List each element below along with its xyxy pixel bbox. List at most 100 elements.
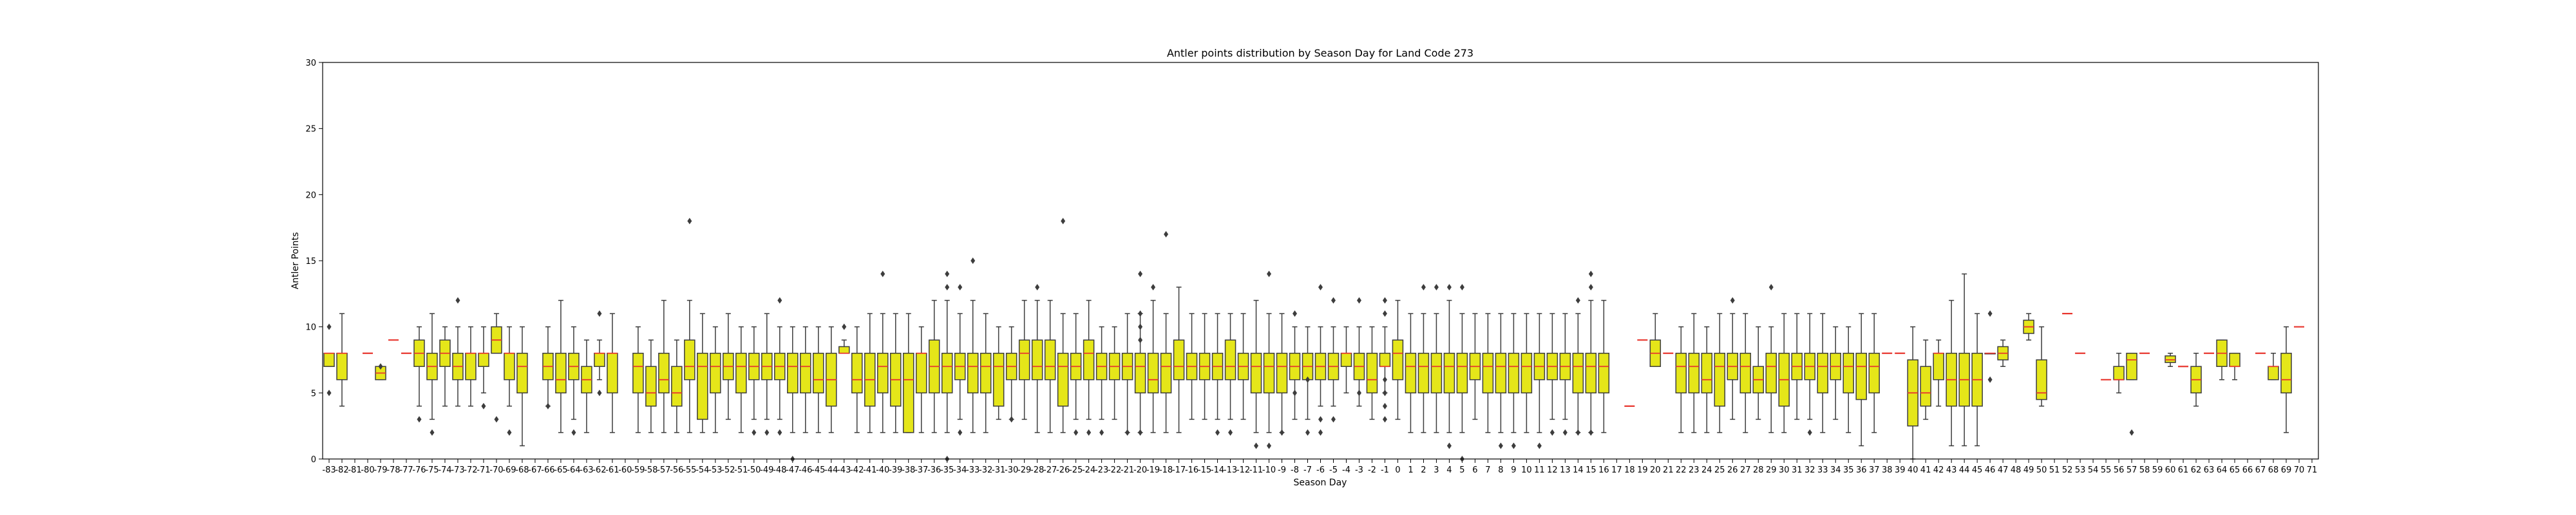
outlier-point [1331,297,1336,304]
box-iqr [992,352,1005,407]
x-tick-label: 22 [1676,465,1687,475]
x-tick-label: -28 [1030,465,1044,475]
outlier-point [494,416,499,423]
x-tick-label: -39 [889,465,902,475]
y-axis-label: Antler Points [290,232,301,290]
outlier-point [1267,270,1272,277]
outlier-point [1138,337,1143,344]
axes-frame [322,62,2319,460]
x-tick-label: 49 [2023,465,2034,475]
box-iqr [1855,352,1867,400]
outlier-point [1588,270,1593,277]
box-iqr [1160,352,1172,394]
outlier-point [455,297,460,304]
outlier-point [945,270,950,277]
box-iqr [2113,366,2125,380]
outlier-point [1035,284,1040,291]
outlier-point [777,297,782,304]
box-iqr [1392,339,1404,380]
outlier-point [958,284,963,291]
x-tick-label: -16 [1185,465,1198,475]
box-iqr [876,352,889,394]
box-iqr [516,352,528,394]
outlier-point [1151,284,1156,291]
outlier-point [1549,429,1555,436]
outlier-point [1382,310,1387,317]
outlier-point [1267,442,1272,449]
x-tick-label: -6 [1316,465,1325,475]
outlier-point [1305,429,1311,436]
x-tick-label: 69 [2281,465,2292,475]
x-tick-label: -78 [386,465,400,475]
box-iqr [710,352,721,394]
box-iqr [1933,352,1944,380]
x-tick-label: 37 [1869,465,1880,475]
x-tick-label: -66 [541,465,554,475]
x-tick-label: -59 [631,465,645,475]
outlier-point [1228,429,1233,436]
x-tick-label: -43 [837,465,851,475]
box-iqr [697,352,708,420]
x-tick-label: -10 [1262,465,1276,475]
box-iqr [478,352,489,368]
x-tick-label: -42 [850,465,864,475]
x-tick-label: -81 [348,465,361,475]
x-tick-label: -22 [1108,465,1121,475]
box-iqr [2268,366,2279,380]
x-tick-label: -47 [786,465,799,475]
x-tick-label: -29 [1018,465,1031,475]
x-tick-label: 24 [1701,465,1712,475]
outlier-point [430,429,435,436]
outlier-point [1215,429,1220,436]
x-tick-label: -64 [567,465,580,475]
x-tick-label: 52 [2062,465,2073,475]
x-tick-label: 17 [1611,465,1622,475]
x-tick-label: -54 [696,465,709,475]
x-tick-label: -33 [966,465,980,475]
x-tick-label: -5 [1329,465,1338,475]
outlier-point [1318,429,1323,436]
x-tick-label: -83 [322,465,336,475]
x-tick-label: -60 [618,465,632,475]
outlier-point [1575,429,1580,436]
box-iqr [504,352,515,380]
outlier-point [545,402,551,409]
box-iqr [2036,359,2047,400]
outlier-point [1446,442,1452,449]
outlier-point [1511,442,1516,449]
x-tick-label: -73 [451,465,464,475]
x-tick-label: -63 [580,465,593,475]
x-tick-label: 21 [1663,465,1674,475]
box-iqr [1417,352,1430,394]
outlier-point [1459,284,1464,291]
x-tick-label: 43 [1946,465,1957,475]
box-iqr [980,352,992,394]
x-tick-label: -69 [502,465,516,475]
outlier-point [1588,429,1593,436]
outlier-point [1331,416,1336,423]
box-iqr [2229,352,2240,368]
x-tick-label: 38 [1882,465,1893,475]
x-tick-label: 63 [2204,465,2215,475]
outlier-point [1382,402,1387,409]
box-iqr [632,352,644,394]
y-tick-label: 30 [305,59,316,68]
x-tick-label: -48 [773,465,786,475]
x-tick-label: -25 [1069,465,1083,475]
x-tick-label: -35 [940,465,954,475]
box-iqr [838,346,850,354]
box-iqr [1765,352,1777,394]
box-iqr [1134,352,1146,394]
outlier-point [1138,310,1143,317]
box-iqr [1031,339,1043,380]
box-iqr [1263,352,1275,394]
x-tick-label: 59 [2152,465,2163,475]
box-iqr [323,352,335,368]
box-iqr [607,352,618,394]
x-tick-label: 0 [1395,465,1400,475]
y-tick-label: 25 [305,125,316,135]
outlier-point [507,429,512,436]
x-tick-label: -1 [1381,465,1389,475]
x-tick-label: 1 [1408,465,1413,475]
x-tick-label: -41 [863,465,876,475]
